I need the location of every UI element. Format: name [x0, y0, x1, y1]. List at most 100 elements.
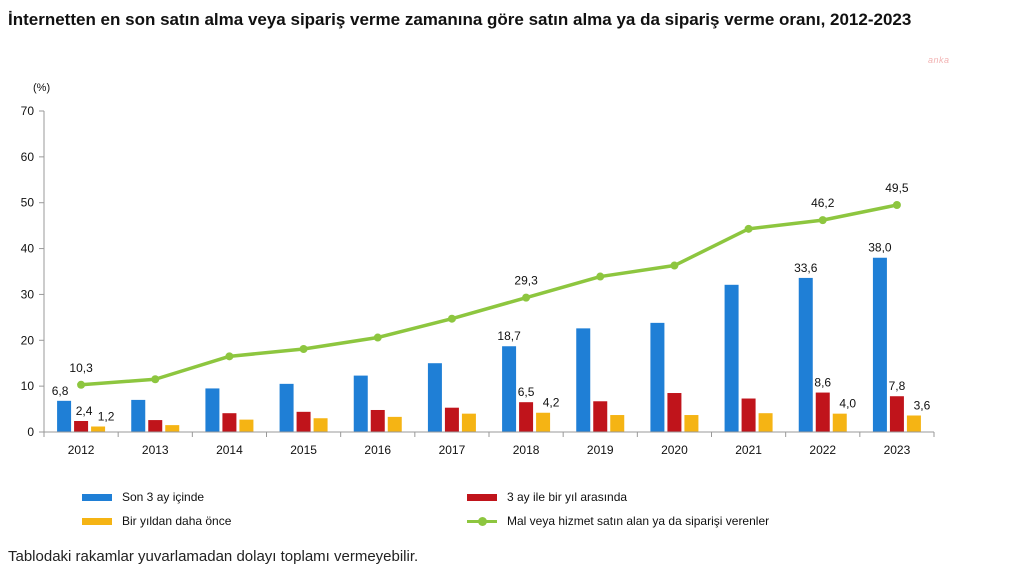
bar-2013-s1: [131, 399, 146, 432]
bar-2018-s1: [502, 346, 517, 432]
legend-swatch-bir-yildan-once: [82, 517, 112, 525]
bar-2012-s3: [91, 426, 106, 432]
line-label-2018: 29,3: [514, 274, 538, 288]
line-point-2017: [447, 314, 456, 323]
y-tick-label: 0: [27, 425, 34, 439]
bar-2018-s2: [519, 402, 534, 432]
x-tick-label-2012: 2012: [68, 443, 95, 457]
bar-2023-s2: [889, 396, 904, 432]
x-tick-label-2015: 2015: [290, 443, 317, 457]
bar-label-2018-s1: 18,7: [497, 329, 521, 343]
legend-swatch-son-3-ay: [82, 493, 112, 501]
line-point-2022: [818, 216, 827, 225]
bar-label-2012-s3: 1,2: [98, 409, 115, 423]
footnote: Tablodaki rakamlar yuvarlamadan dolayı t…: [8, 548, 419, 565]
bar-label-2023-s2: 7,8: [889, 379, 906, 393]
x-tick-label-2019: 2019: [587, 443, 614, 457]
line-point-2021: [744, 224, 753, 233]
x-tick-label-2013: 2013: [142, 443, 169, 457]
bar-2017-s2: [444, 407, 459, 432]
bar-2012-s1: [57, 400, 72, 432]
bar-2021-s2: [741, 398, 756, 432]
bar-2021-s3: [758, 413, 773, 432]
bar-2016-s1: [353, 375, 368, 432]
bar-2014-s1: [205, 388, 220, 432]
x-tick-label-2023: 2023: [884, 443, 911, 457]
bar-2022-s1: [798, 277, 813, 432]
bar-label-2012-s2: 2,4: [76, 404, 93, 418]
x-tick-label-2014: 2014: [216, 443, 243, 457]
line-label-2012: 10,3: [69, 361, 93, 375]
bar-2020-s2: [667, 393, 682, 432]
x-tick-label-2018: 2018: [513, 443, 540, 457]
legend-label-3-ay-bir-yil: 3 ay ile bir yıl arasında: [507, 490, 628, 504]
bar-2022-s3: [832, 413, 847, 432]
bar-2021-s1: [724, 284, 739, 432]
bar-2016-s2: [370, 409, 385, 432]
bar-2013-s2: [148, 420, 163, 432]
line-point-2023: [892, 201, 901, 210]
bar-2020-s3: [684, 415, 699, 432]
x-tick-label-2022: 2022: [809, 443, 836, 457]
line-point-2015: [299, 344, 308, 353]
bar-label-2022-s2: 8,6: [814, 376, 831, 390]
bar-2019-s3: [610, 415, 625, 432]
bar-2014-s2: [222, 413, 237, 432]
x-tick-label-2020: 2020: [661, 443, 688, 457]
y-tick-label: 10: [21, 379, 35, 393]
legend-item-bir-yildan-once[interactable]: Bir yıldan daha önce: [82, 512, 231, 530]
x-tick-label-2021: 2021: [735, 443, 762, 457]
y-tick-label: 40: [21, 242, 35, 256]
watermark-logo: anka: [928, 55, 950, 65]
line-point-2018: [522, 293, 531, 302]
bar-label-2023-s1: 38,0: [868, 241, 892, 255]
line-point-2014: [225, 352, 234, 361]
bar-2018-s3: [536, 412, 551, 432]
line-point-2012: [77, 380, 86, 389]
legend-label-mal-veya-hizmet: Mal veya hizmet satın alan ya da sipariş…: [507, 514, 770, 528]
bar-2014-s3: [239, 419, 254, 432]
legend-item-3-ay-bir-yil[interactable]: 3 ay ile bir yıl arasında: [467, 488, 627, 506]
chart-title: İnternetten en son satın alma veya sipar…: [8, 10, 912, 29]
chart-legend: Son 3 ay içinde 3 ay ile bir yıl arasınd…: [82, 486, 922, 528]
x-tick-label-2016: 2016: [364, 443, 391, 457]
bar-2015-s1: [279, 383, 294, 432]
bar-2013-s3: [165, 425, 180, 432]
line-label-2023: 49,5: [885, 181, 909, 195]
bar-2023-s1: [872, 257, 887, 432]
y-tick-label: 70: [21, 104, 35, 118]
bar-2015-s3: [313, 418, 328, 432]
bar-2015-s2: [296, 411, 311, 432]
bar-label-2018-s3: 4,2: [543, 396, 560, 410]
bar-label-2018-s2: 6,5: [518, 385, 535, 399]
bar-2023-s3: [906, 415, 921, 432]
line-point-2020: [670, 261, 679, 270]
chart-svg: (%) 0 10 20 30 40 50 60 70 2012 2013 2014 2015 2016 20…: [21, 82, 935, 457]
legend-swatch-mal-veya-hizmet: [467, 516, 497, 526]
line-label-2022: 46,2: [811, 196, 835, 210]
line-point-2013: [151, 375, 160, 384]
y-tick-label: 30: [21, 287, 35, 301]
legend-item-mal-veya-hizmet[interactable]: Mal veya hizmet satın alan ya da sipariş…: [467, 512, 769, 530]
y-tick-label: 50: [21, 196, 35, 210]
legend-item-son-3-ay[interactable]: Son 3 ay içinde: [82, 488, 204, 506]
bar-2012-s2: [74, 420, 89, 432]
line-series-mal-veya-hizmet: [80, 203, 898, 387]
bar-2019-s2: [593, 401, 608, 432]
bar-2017-s1: [427, 363, 442, 432]
y-tick-label: 60: [21, 150, 35, 164]
bar-2022-s2: [815, 392, 830, 432]
bar-2019-s1: [576, 328, 591, 432]
legend-label-bir-yildan-once: Bir yıldan daha önce: [122, 514, 232, 528]
legend-label-son-3-ay: Son 3 ay içinde: [122, 490, 205, 504]
bar-2017-s3: [461, 413, 476, 432]
y-axis-unit-label: (%): [33, 82, 50, 94]
bar-label-2012-s1: 6,8: [52, 384, 69, 398]
y-tick-label: 20: [21, 333, 35, 347]
bar-label-2022-s3: 4,0: [839, 397, 856, 411]
bar-2016-s3: [387, 416, 402, 432]
legend-swatch-3-ay-bir-yil: [467, 493, 497, 501]
line-point-2019: [596, 272, 605, 281]
bar-label-2022-s1: 33,6: [794, 261, 818, 275]
bar-2020-s1: [650, 322, 665, 432]
